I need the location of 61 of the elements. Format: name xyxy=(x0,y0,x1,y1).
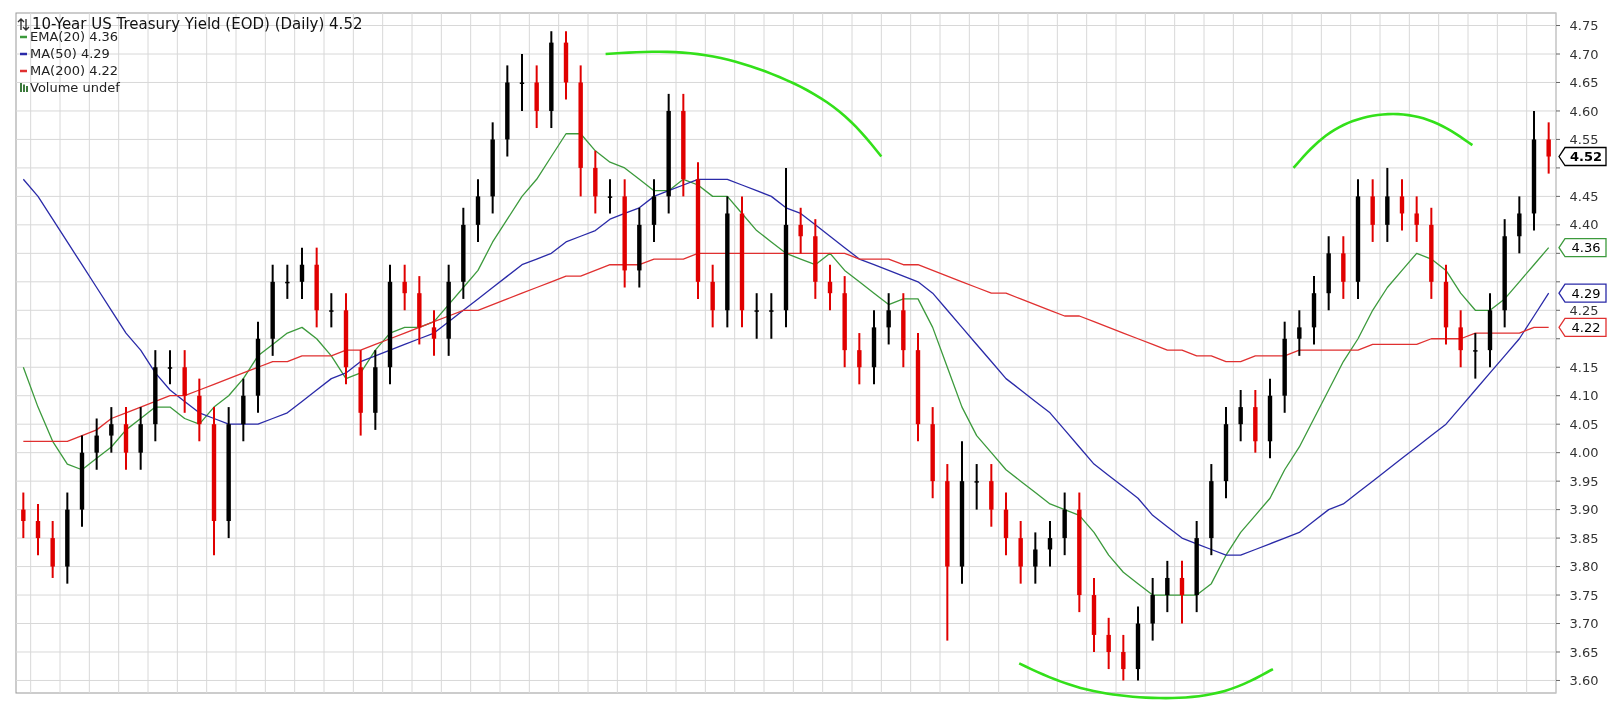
candlestick xyxy=(402,263,407,312)
line-series xyxy=(22,252,1550,442)
candlestick xyxy=(1033,531,1038,585)
y-tick-label: 3.60 xyxy=(1569,673,1599,689)
candlestick xyxy=(1458,309,1463,369)
y-tick-label: 4.60 xyxy=(1569,103,1599,119)
y-tick-label: 4.10 xyxy=(1569,388,1599,404)
y-tick-label: 3.95 xyxy=(1569,473,1599,489)
text: 4.29 xyxy=(1571,285,1601,301)
y-tick-label: 3.85 xyxy=(1569,530,1599,546)
candlestick xyxy=(754,292,759,340)
text: 4.52 xyxy=(1569,149,1603,165)
candlestick xyxy=(329,292,334,329)
legend-label: MA(50) 4.29 xyxy=(30,46,110,61)
candlestick xyxy=(769,292,774,340)
candlestick xyxy=(1179,559,1185,625)
candlestick xyxy=(1399,178,1405,232)
legend-label: MA(200) 4.22 xyxy=(30,63,119,78)
candlestick xyxy=(21,491,26,540)
candlestick xyxy=(1517,195,1522,255)
candlestick xyxy=(35,502,41,557)
candlestick xyxy=(1414,195,1419,243)
candlestick xyxy=(1121,633,1126,682)
candlestick xyxy=(167,349,173,386)
candlestick xyxy=(519,53,525,112)
candlestick xyxy=(974,463,979,511)
annotation: Volume undef xyxy=(30,80,121,95)
y-tick-label: 4.15 xyxy=(1569,359,1599,375)
y-tick-label: 4.40 xyxy=(1569,217,1599,233)
line-series xyxy=(22,178,1550,556)
y-tick-label: 4.25 xyxy=(1569,302,1599,318)
candlestick xyxy=(1165,559,1170,614)
candlestick xyxy=(607,178,613,215)
y-tick-label: 3.70 xyxy=(1569,616,1599,632)
text: 4.22 xyxy=(1571,319,1601,335)
text: 4.36 xyxy=(1571,240,1601,256)
candlestick xyxy=(1297,309,1302,357)
candlestick xyxy=(94,417,99,471)
candlestick xyxy=(109,406,114,454)
candlestick xyxy=(1473,332,1478,380)
y-tick-label: 3.75 xyxy=(1569,587,1599,603)
candlestick xyxy=(798,206,803,255)
y-tick-label: 3.80 xyxy=(1569,559,1599,575)
candlestick xyxy=(1238,389,1243,443)
y-tick-label: 3.90 xyxy=(1569,502,1599,518)
y-tick-label: 4.65 xyxy=(1569,75,1599,91)
y-tick-label: 4.75 xyxy=(1569,18,1599,34)
y-tick-label: 4.05 xyxy=(1569,416,1599,432)
candlestick xyxy=(886,292,891,346)
legend-label: EMA(20) 4.36 xyxy=(30,29,119,44)
candlestick xyxy=(857,332,862,386)
candlestick xyxy=(1106,616,1111,671)
y-tick-label: 3.65 xyxy=(1569,644,1599,660)
candlestick xyxy=(1546,121,1551,175)
line-series xyxy=(22,133,1550,596)
candlestick xyxy=(431,309,437,357)
y-tick-label: 4.70 xyxy=(1569,46,1599,62)
y-tick-label: 4.45 xyxy=(1569,188,1599,204)
y-tick-label: 4.00 xyxy=(1569,445,1599,461)
y-tick-label: 4.55 xyxy=(1569,131,1599,147)
candlestick xyxy=(299,246,305,300)
